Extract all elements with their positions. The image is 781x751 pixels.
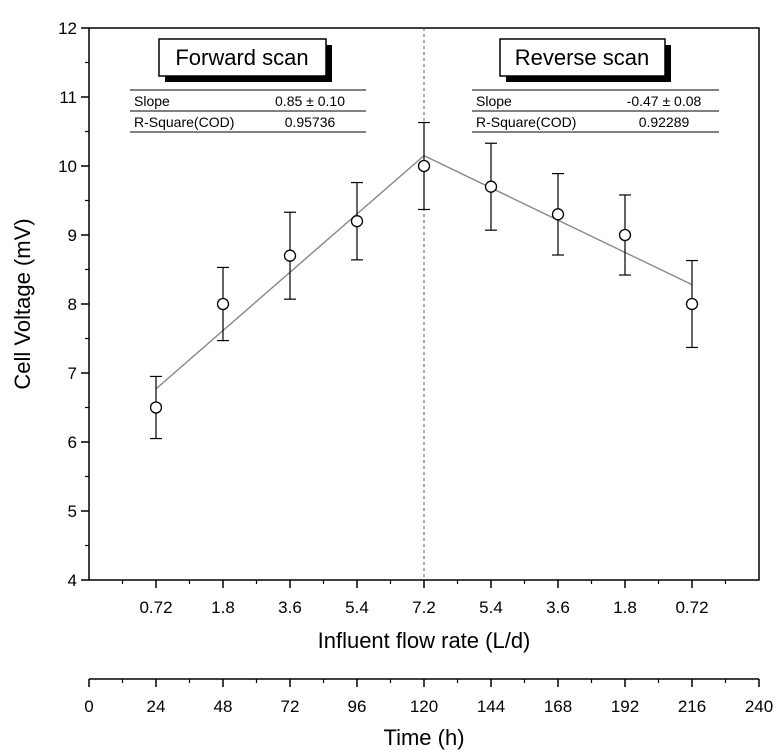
- reverse-slope-value: -0.47 ± 0.08: [627, 93, 702, 109]
- reverse-r2-label: R-Square(COD): [476, 114, 576, 130]
- forward-scan-title: Forward scan: [175, 45, 308, 70]
- reverse-scan-frame: [499, 38, 666, 77]
- flow-axis-title: Influent flow rate (L/d): [318, 628, 531, 653]
- y-axis-title: Cell Voltage (mV): [10, 218, 35, 389]
- time-tick-label: 192: [611, 697, 639, 716]
- time-tick-label: 24: [147, 697, 166, 716]
- data-point: [350, 215, 364, 228]
- flow-tick-label: 7.2: [412, 598, 436, 617]
- data-point: [149, 401, 163, 414]
- reverse-slope-label: Slope: [476, 93, 512, 109]
- y-tick-label: 6: [68, 433, 77, 452]
- y-tick-label: 7: [68, 364, 77, 383]
- forward-scan-frame: [158, 38, 327, 77]
- data-points: [149, 159, 699, 414]
- time-axis-title: Time (h): [383, 725, 464, 750]
- data-point: [484, 180, 498, 193]
- data-point: [283, 249, 297, 262]
- y-tick-label: 12: [58, 19, 77, 38]
- time-tick-label: 72: [281, 697, 300, 716]
- forward-slope-value: 0.85 ± 0.10: [275, 93, 345, 109]
- y-tick-label: 8: [68, 295, 77, 314]
- data-point: [551, 208, 565, 221]
- forward-slope-label: Slope: [134, 93, 170, 109]
- data-point: [618, 228, 632, 242]
- y-tick-label: 11: [59, 88, 77, 107]
- flow-tick-label: 5.4: [345, 598, 369, 617]
- reverse-scan-box: Reverse scan: [499, 38, 671, 82]
- time-tick-label: 144: [477, 697, 505, 716]
- forward-scan-box: Forward scan: [158, 38, 332, 82]
- flow-tick-label: 0.72: [675, 598, 708, 617]
- y-tick-label: 4: [68, 571, 77, 590]
- flow-axis-ticks: 0.72 1.8 3.6 5.4 7.2 5.4 3.6 1.8 0.72: [121, 580, 727, 617]
- time-tick-label: 120: [410, 697, 438, 716]
- flow-tick-label: 5.4: [479, 598, 503, 617]
- flow-tick-label: 0.72: [139, 598, 172, 617]
- y-tick-label: 9: [68, 226, 77, 245]
- y-tick-label: 5: [68, 502, 77, 521]
- data-point: [417, 159, 431, 173]
- flow-tick-label: 3.6: [546, 598, 570, 617]
- time-tick-label: 96: [348, 697, 367, 716]
- forward-r2-value: 0.95736: [285, 114, 336, 130]
- y-axis-ticks: 4 5 6 7 8 9 10 11 12: [58, 19, 89, 590]
- time-tick-label: 240: [745, 697, 773, 716]
- time-tick-label: 168: [544, 697, 572, 716]
- y-tick-label: 10: [58, 157, 77, 176]
- time-tick-label: 48: [214, 697, 233, 716]
- reverse-scan-title: Reverse scan: [515, 45, 650, 70]
- reverse-r2-value: 0.92289: [639, 114, 690, 130]
- flow-tick-label: 1.8: [211, 598, 235, 617]
- reverse-stats-table: Slope -0.47 ± 0.08 R-Square(COD) 0.92289: [472, 89, 719, 133]
- forward-stats-table: Slope 0.85 ± 0.10 R-Square(COD) 0.95736: [130, 89, 366, 133]
- data-point: [685, 297, 699, 311]
- flow-tick-label: 3.6: [278, 598, 302, 617]
- time-axis-ticks: 0 24 48 72 96 120 144 168 192 216 240: [84, 679, 773, 716]
- time-tick-label: 0: [84, 697, 93, 716]
- forward-r2-label: R-Square(COD): [134, 114, 234, 130]
- flow-tick-label: 1.8: [613, 598, 637, 617]
- data-point: [216, 297, 230, 311]
- time-tick-label: 216: [678, 697, 706, 716]
